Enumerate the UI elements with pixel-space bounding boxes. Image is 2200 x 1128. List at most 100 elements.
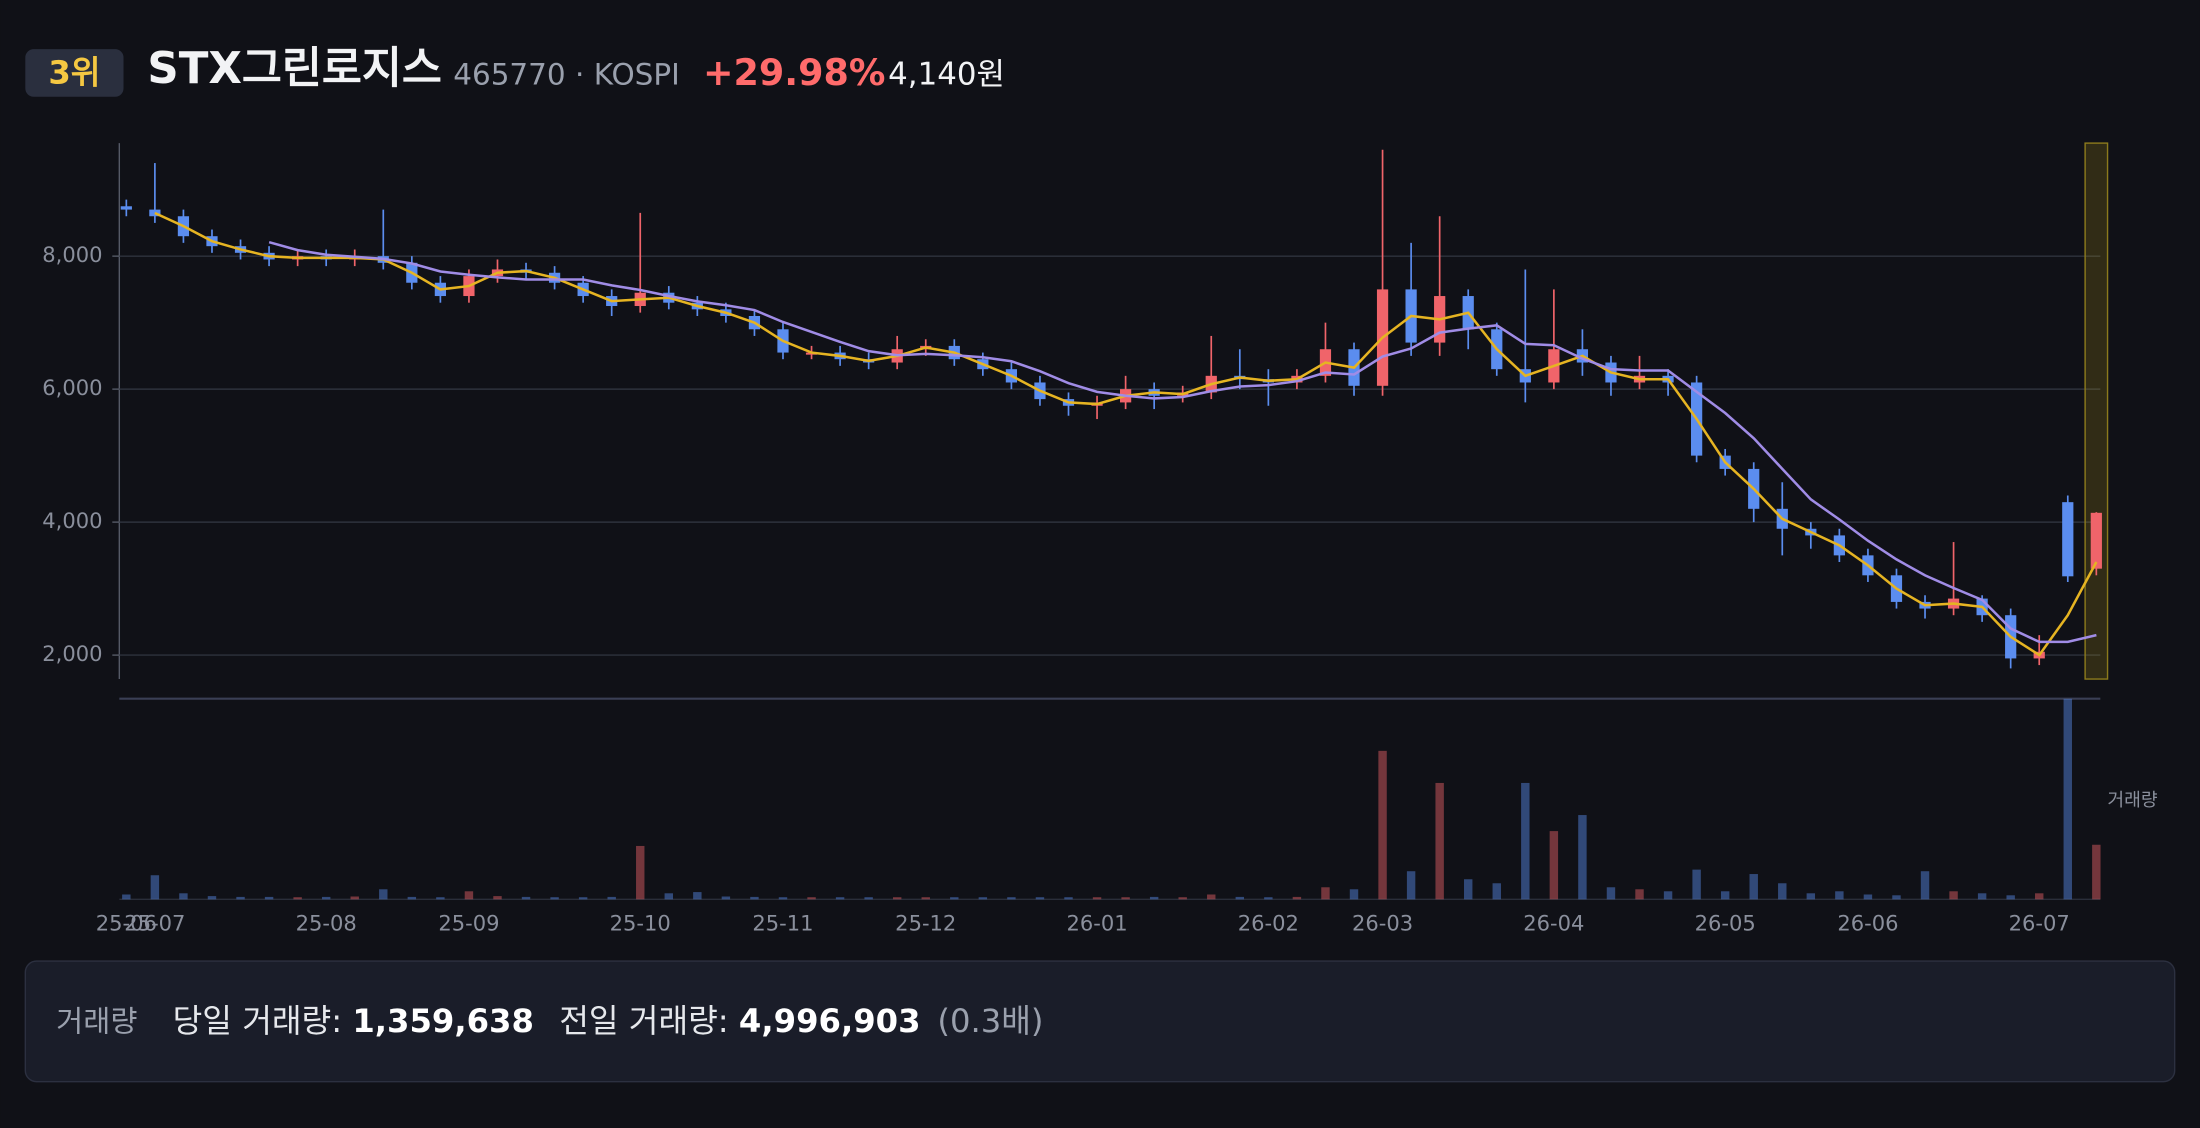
stock-code: 465770 · KOSPI [453,57,680,91]
moving-average-line [268,240,2097,644]
volume-bar [1892,895,1901,900]
x-tick-label: 26-03 [1352,911,1413,936]
volume-bar [1178,897,1187,900]
volume-bar [1977,893,1987,900]
volume-bar [1035,897,1045,900]
prev-volume: 4,996,903 [739,1002,921,1040]
volume-bar [1292,896,1302,900]
today-volume: 1,359,638 [352,1002,534,1040]
volume-bar [1264,897,1273,900]
panel-label: 거래량 [56,1004,137,1038]
today-label: 당일 거래량: [173,1002,342,1040]
volume-bar [978,897,988,900]
volume-bar [693,892,702,900]
volume-bar [1606,887,1616,900]
volume-bar [1549,831,1559,900]
volume-bar [778,897,788,900]
volume-bar [835,897,845,900]
x-tick-label: 26-01 [1066,911,1127,936]
volume-bar [1435,782,1444,900]
volume-bar [1806,893,1816,900]
volume-bar [550,897,559,900]
volume-bar [950,897,959,900]
volume-bar [864,897,873,900]
volume-bar [1492,883,1501,900]
volume-bar [2063,698,2072,900]
x-tick-label: 25-12 [895,911,956,936]
volume-bar [1749,874,1758,900]
volume-bar [578,897,588,900]
volume-bar [1663,891,1673,900]
volume-bar [1378,750,1387,900]
volume-bar [493,896,502,900]
volume-bar [1321,887,1330,900]
x-tick-label: 25-08 [296,911,357,936]
selection-highlight [2084,142,2109,680]
volume-bar [122,894,131,900]
rank: 3위 [48,53,100,91]
x-tick-label: 26-05 [1695,911,1756,936]
volume-bar [236,896,245,900]
volume-bar [2092,844,2101,900]
volume-bar [1835,891,1844,900]
volume-bar [1121,897,1130,900]
candle-body [2090,512,2102,569]
volume-bar [807,897,816,900]
volume-bar [179,893,188,900]
volume-bar [1092,897,1102,900]
volume-bar [350,896,359,900]
volume-bar [150,875,160,900]
volume-bar [1406,871,1416,900]
stock-name: STX그린로지스 [147,44,442,94]
volume-bar [1349,889,1359,900]
price: 4,140원 [888,56,1005,92]
y-tick-label: 4,000 [42,508,102,533]
volume-bar [1949,891,1958,900]
ratio: (0.3배) [937,1002,1043,1040]
x-tick-label: 25-10 [610,911,671,936]
x-tick-label: 25-07 [124,911,185,936]
volume-bar [436,897,445,900]
volume-bar [1863,894,1873,900]
volume-bar [1635,889,1644,900]
y-tick-label: 8,000 [42,242,102,267]
volume-bar [1692,869,1701,900]
volume-bar [1064,897,1073,900]
volume-label: 거래량 [2107,790,2158,811]
x-tick-label: 26-04 [1523,911,1584,936]
volume-bar [664,893,674,900]
volume-bar [1920,871,1930,900]
volume-bar [721,896,731,900]
change: +29.98% [703,51,885,94]
rank-badge [25,49,124,97]
volume-bar [1464,879,1473,900]
volume-bar [1778,883,1787,900]
x-tick-label: 26-02 [1238,911,1299,936]
volume-summary: 당일 거래량: 1,359,638 전일 거래량: 4,996,903 (0.3배) [173,1002,1044,1040]
volume-bar [464,891,474,900]
volume-bar [892,897,902,900]
x-tick-label: 26-07 [2009,911,2070,936]
volume-bar [379,889,388,900]
volume-bar [264,896,274,900]
prev-label: 전일 거래량: [559,1002,728,1040]
volume-bar [636,845,645,900]
volume-bar [607,896,616,900]
x-tick-label: 25-06 [96,911,157,936]
volume-bar [1149,896,1159,900]
y-tick-label: 2,000 [42,641,102,666]
volume-bar [1720,891,1730,900]
volume-bar [521,896,531,900]
candle-body [2062,502,2074,577]
candle-body [120,206,132,210]
volume-bar [2006,895,2015,900]
volume-bar [2035,893,2044,900]
volume-bar [1207,894,1216,900]
volume-bar [293,897,302,900]
volume-bar [921,897,930,900]
volume-bar [407,896,417,900]
volume-bar [1521,782,1530,900]
volume-bar [1578,815,1587,900]
